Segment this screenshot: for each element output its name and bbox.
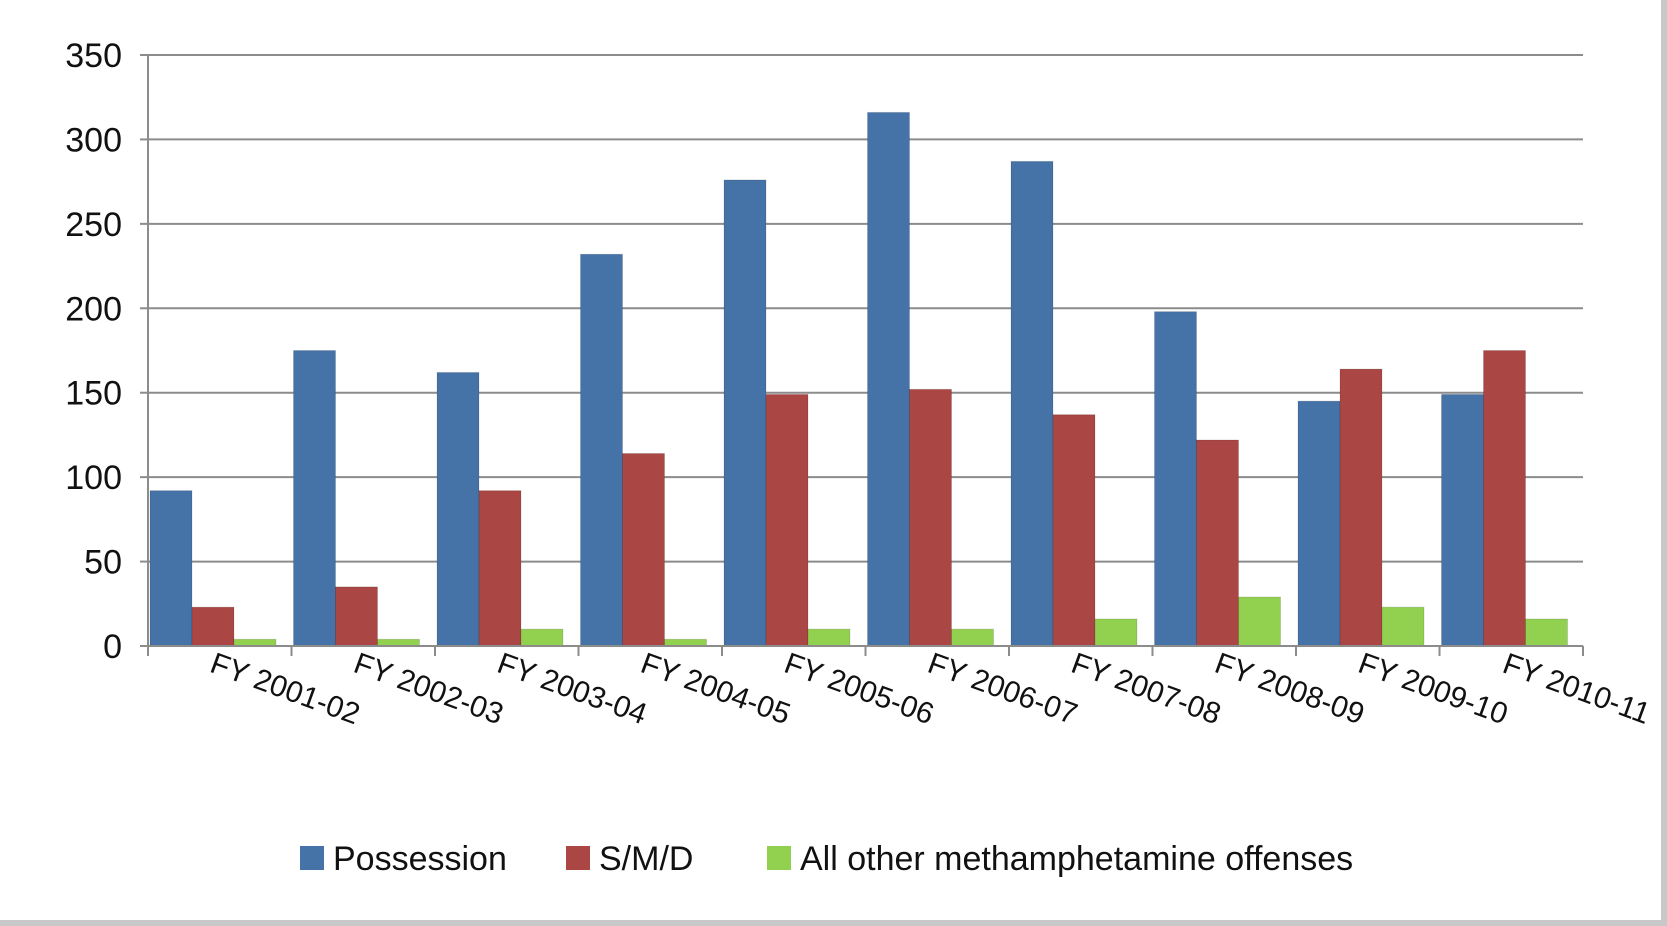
bar-s-m-d-3 <box>622 453 665 647</box>
legend-swatch <box>566 846 590 870</box>
y-tick-label: 300 <box>65 121 122 159</box>
legend-swatch <box>767 846 791 870</box>
gridlines <box>148 54 1583 563</box>
bar-possession-3 <box>580 253 623 647</box>
legend-label: All other methamphetamine offenses <box>800 840 1353 878</box>
x-category-label: FY 2002-03 <box>349 647 507 731</box>
bar-s-m-d-4 <box>765 393 809 647</box>
legend-swatch <box>300 846 324 870</box>
legend-item: All other methamphetamine offenses <box>767 840 1353 878</box>
bar-all-other-methamphetamine-offenses-2 <box>520 628 564 647</box>
y-tick-label: 50 <box>84 544 122 582</box>
bar-all-other-methamphetamine-offenses-6 <box>1094 618 1138 647</box>
bar-s-m-d-2 <box>478 490 522 647</box>
x-category-label: FY 2001-02 <box>206 647 364 731</box>
bar-all-other-methamphetamine-offenses-5 <box>951 628 994 647</box>
bar-s-m-d-0 <box>191 606 235 647</box>
legend-item: S/M/D <box>566 840 693 878</box>
x-category-label: FY 2006-07 <box>923 647 1081 731</box>
y-tick-label: 150 <box>65 375 122 413</box>
bar-s-m-d-8 <box>1339 368 1383 647</box>
legend: Possession S/M/D All other methamphetamine… <box>300 840 1353 878</box>
x-category-label: FY 2007-08 <box>1067 647 1225 731</box>
x-category-label: FY 2009-10 <box>1354 647 1512 731</box>
bar-possession-2 <box>436 371 480 647</box>
y-tick-label: 350 <box>65 37 122 75</box>
axes <box>140 54 1584 656</box>
bar-s-m-d-6 <box>1052 414 1096 647</box>
bar-all-other-methamphetamine-offenses-3 <box>664 638 707 647</box>
x-category-label: FY 2003-04 <box>493 647 651 731</box>
bar-possession-7 <box>1154 311 1197 647</box>
bars <box>149 111 1568 647</box>
bar-all-other-methamphetamine-offenses-7 <box>1238 596 1281 647</box>
bar-all-other-methamphetamine-offenses-1 <box>377 638 420 647</box>
bar-possession-1 <box>293 350 336 647</box>
legend-label: S/M/D <box>599 840 693 878</box>
legend-label: Possession <box>333 840 507 878</box>
bar-all-other-methamphetamine-offenses-9 <box>1525 618 1568 647</box>
bar-s-m-d-9 <box>1483 350 1526 647</box>
bar-all-other-methamphetamine-offenses-4 <box>807 628 851 647</box>
bar-s-m-d-1 <box>335 586 378 647</box>
y-tick-label: 250 <box>65 206 122 244</box>
bar-possession-0 <box>149 490 193 647</box>
legend-item: Possession <box>300 840 507 878</box>
y-tick-label: 0 <box>103 628 122 666</box>
y-tick-label: 200 <box>65 290 122 328</box>
bar-s-m-d-5 <box>909 388 952 647</box>
x-category-label: FY 2008-09 <box>1210 647 1368 731</box>
y-tick-label: 100 <box>65 459 122 497</box>
x-category-label: FY 2010-11 <box>1498 647 1654 731</box>
x-category-label: FY 2005-06 <box>780 647 938 731</box>
bar-possession-4 <box>723 179 767 647</box>
bar-all-other-methamphetamine-offenses-8 <box>1381 606 1425 647</box>
bar-s-m-d-7 <box>1196 439 1239 647</box>
x-category-label: FY 2004-05 <box>636 647 794 731</box>
bar-possession-6 <box>1010 160 1054 647</box>
bar-possession-5 <box>867 111 910 647</box>
bar-all-other-methamphetamine-offenses-0 <box>233 638 277 647</box>
bar-possession-8 <box>1297 400 1341 647</box>
bar-possession-9 <box>1441 393 1484 647</box>
